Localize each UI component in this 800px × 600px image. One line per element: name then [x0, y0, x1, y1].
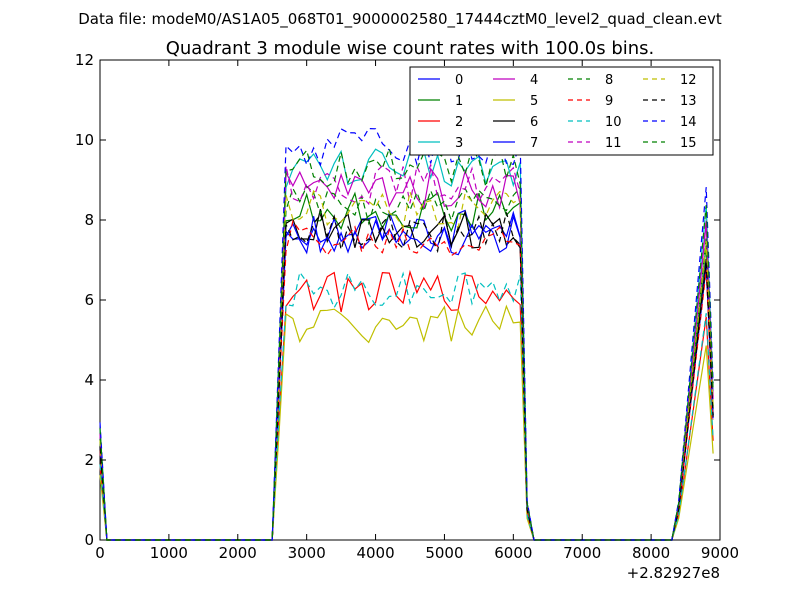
- series-group: [99, 127, 714, 541]
- legend-label-7: 7: [530, 136, 538, 151]
- chart-suptitle: Data file: modeM0/AS1A05_068T01_90000025…: [78, 10, 722, 29]
- legend-label-11: 11: [605, 136, 622, 151]
- x-tick-label: 4000: [356, 544, 394, 562]
- x-tick-label: 5000: [425, 544, 463, 562]
- legend-label-13: 13: [680, 94, 697, 109]
- legend-label-15: 15: [680, 136, 697, 151]
- x-tick-label: 8000: [632, 544, 670, 562]
- legend-label-0: 0: [455, 73, 463, 88]
- legend-label-14: 14: [680, 115, 697, 130]
- x-tick-label: 9000: [701, 544, 739, 562]
- legend-label-9: 9: [605, 94, 613, 109]
- legend-label-10: 10: [605, 115, 622, 130]
- x-tick-label: 0: [95, 544, 105, 562]
- legend-label-6: 6: [530, 115, 538, 130]
- y-tick-label: 12: [75, 51, 94, 69]
- y-tick-label: 0: [84, 531, 94, 549]
- y-tick-label: 2: [84, 451, 94, 469]
- x-tick-label: 2000: [219, 544, 257, 562]
- legend-label-4: 4: [530, 73, 538, 88]
- chart-title: Quadrant 3 module wise count rates with …: [166, 38, 655, 59]
- y-tick-label: 8: [84, 211, 94, 229]
- x-offset-label: +2.82927e8: [627, 564, 720, 582]
- x-tick-label: 3000: [288, 544, 326, 562]
- x-tick-label: 7000: [563, 544, 601, 562]
- series-line-13: [99, 212, 714, 541]
- axis-ticks: 0 1000 2000 3000 4000 5000 6000 7000 8000 9000 0 2 4…: [75, 51, 739, 562]
- y-tick-label: 6: [84, 291, 94, 309]
- legend-label-1: 1: [455, 94, 463, 109]
- x-tick-label: 1000: [150, 544, 188, 562]
- legend-label-2: 2: [455, 115, 463, 130]
- legend-frame: [409, 66, 714, 156]
- series-line-15: [99, 146, 714, 541]
- x-tick-label: 6000: [494, 544, 532, 562]
- series-line-14: [99, 127, 714, 541]
- legend-label-12: 12: [680, 73, 697, 88]
- y-tick-label: 4: [84, 371, 94, 389]
- legend-label-5: 5: [530, 94, 538, 109]
- y-tick-label: 10: [75, 131, 94, 149]
- legend-label-8: 8: [605, 73, 613, 88]
- legend-label-3: 3: [455, 136, 463, 151]
